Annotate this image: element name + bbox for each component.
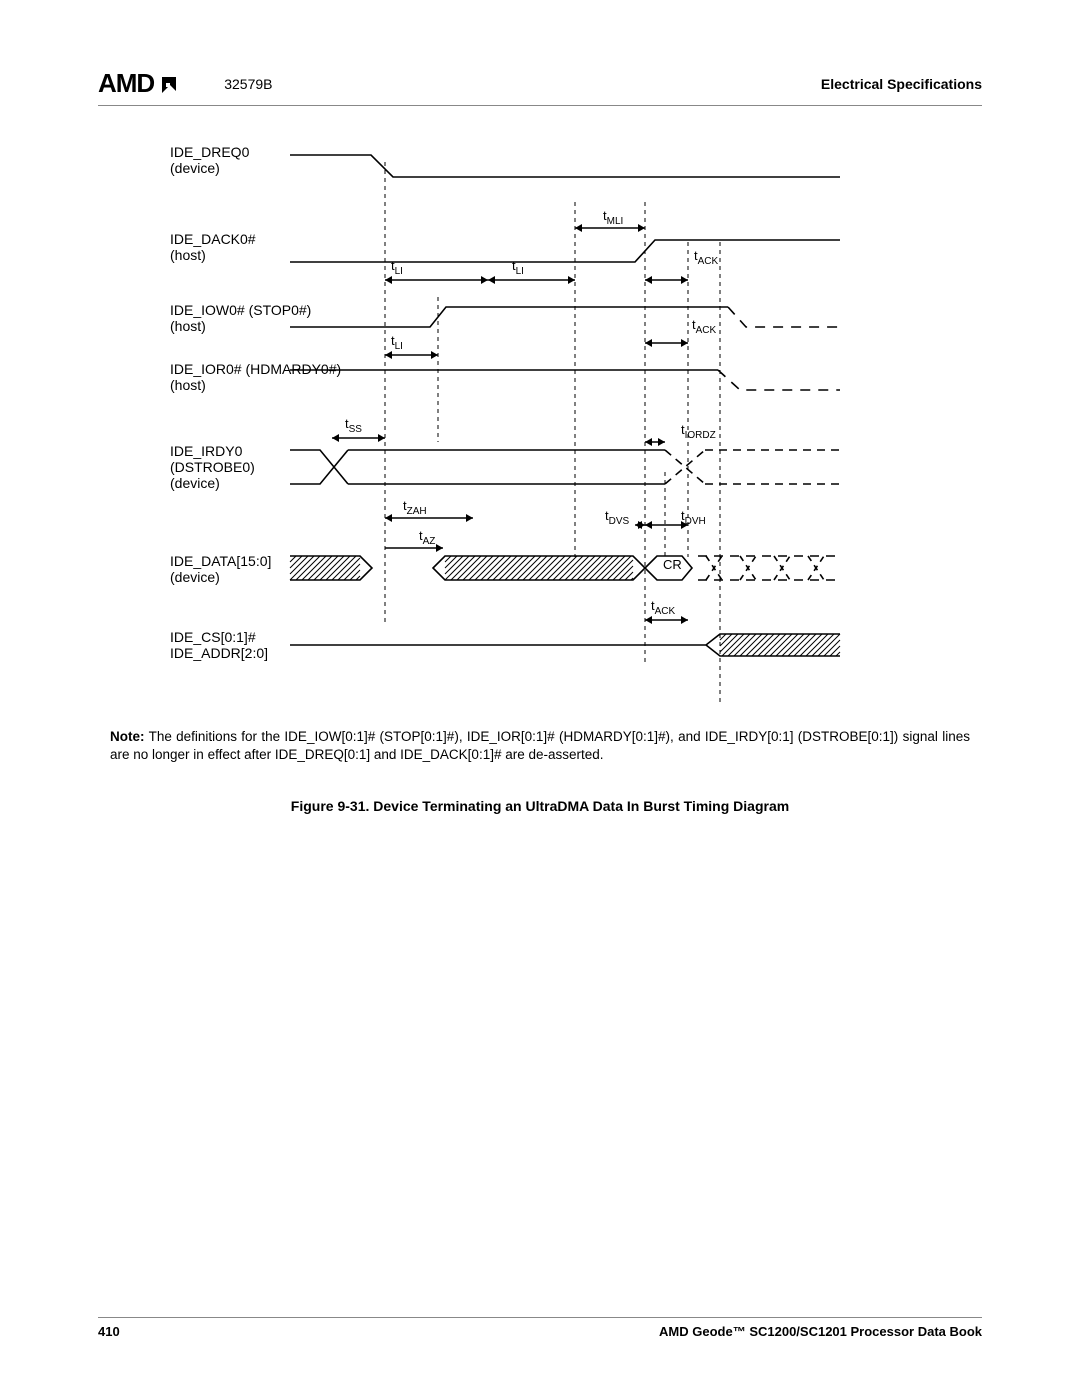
svg-text:tMLI: tMLI	[603, 208, 623, 227]
svg-text:IDE_CS[0:1]#: IDE_CS[0:1]#	[170, 629, 256, 645]
svg-text:IDE_DACK0#: IDE_DACK0#	[170, 231, 256, 247]
svg-text:IDE_IRDY0: IDE_IRDY0	[170, 443, 243, 459]
svg-text:IDE_IOW0# (STOP0#): IDE_IOW0# (STOP0#)	[170, 302, 311, 318]
svg-text:tACK: tACK	[694, 248, 719, 267]
figure-caption: Figure 9-31. Device Terminating an Ultra…	[98, 798, 982, 814]
page-header: AMD 32579B Electrical Specifications	[98, 68, 982, 106]
page-number: 410	[98, 1324, 120, 1339]
svg-text:tSS: tSS	[345, 416, 362, 435]
book-title: AMD Geode™ SC1200/SC1201 Processor Data …	[659, 1324, 982, 1339]
svg-text:(DSTROBE0): (DSTROBE0)	[170, 459, 255, 475]
svg-text:(device): (device)	[170, 569, 220, 585]
svg-text:tLI: tLI	[512, 258, 524, 277]
timing-svg: IDE_DREQ0(device)tMLIIDE_DACK0#(host)tLI…	[160, 142, 920, 702]
note-text: The definitions for the IDE_IOW[0:1]# (S…	[110, 729, 970, 762]
svg-text:tACK: tACK	[651, 598, 676, 617]
amd-logo: AMD	[98, 68, 180, 99]
svg-text:IDE_ADDR[2:0]: IDE_ADDR[2:0]	[170, 645, 268, 661]
svg-text:(device): (device)	[170, 475, 220, 491]
svg-text:CR: CR	[663, 557, 682, 572]
doc-number: 32579B	[224, 76, 272, 92]
timing-diagram: IDE_DREQ0(device)tMLIIDE_DACK0#(host)tLI…	[160, 142, 920, 702]
svg-text:tLI: tLI	[391, 333, 403, 352]
svg-text:tAZ: tAZ	[419, 528, 435, 547]
svg-text:IDE_DATA[15:0]: IDE_DATA[15:0]	[170, 553, 271, 569]
svg-text:tDVS: tDVS	[605, 508, 630, 527]
svg-text:tIORDZ: tIORDZ	[681, 422, 716, 441]
svg-text:(device): (device)	[170, 160, 220, 176]
svg-text:IDE_DREQ0: IDE_DREQ0	[170, 144, 250, 160]
note-block: Note: The definitions for the IDE_IOW[0:…	[110, 728, 970, 764]
svg-text:tZAH: tZAH	[403, 498, 427, 517]
svg-text:(host): (host)	[170, 318, 206, 334]
svg-text:IDE_IOR0# (HDMARDY0#): IDE_IOR0# (HDMARDY0#)	[170, 361, 341, 377]
page-footer: 410 AMD Geode™ SC1200/SC1201 Processor D…	[98, 1317, 982, 1339]
note-label: Note:	[110, 729, 145, 744]
svg-text:(host): (host)	[170, 377, 206, 393]
logo-arrow-icon	[158, 73, 180, 95]
svg-text:tLI: tLI	[391, 258, 403, 277]
logo-text: AMD	[98, 68, 154, 99]
section-title: Electrical Specifications	[821, 76, 982, 92]
svg-text:(host): (host)	[170, 247, 206, 263]
svg-text:tACK: tACK	[692, 317, 717, 336]
